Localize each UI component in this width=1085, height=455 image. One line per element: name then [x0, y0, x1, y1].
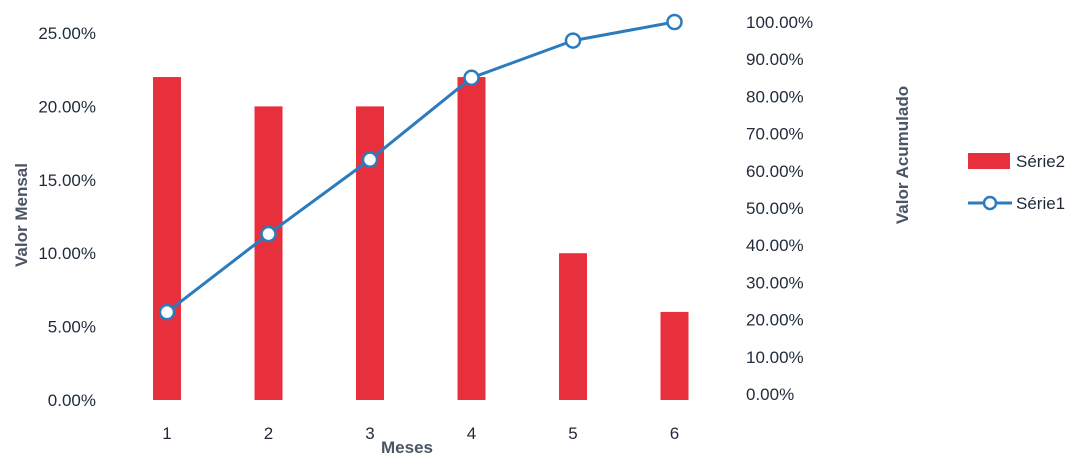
legend-label-serie1: Série1: [1016, 194, 1065, 213]
right-axis-ticks: 0.00% 10.00% 20.00% 30.00% 40.00% 50.00% 60.00…: [746, 13, 813, 404]
left-tick-label: 0.00%: [48, 391, 96, 410]
right-tick-label: 40.00%: [746, 236, 804, 255]
right-tick-label: 70.00%: [746, 125, 804, 144]
x-axis-title: Meses: [381, 438, 433, 455]
legend-item-serie1: Série1: [968, 194, 1065, 213]
legend: Série2 Série1: [968, 152, 1065, 213]
x-axis-ticks: 1 2 3 4 5 6: [162, 424, 679, 443]
bar: [254, 106, 283, 401]
right-tick-label: 100.00%: [746, 13, 813, 32]
line-point: [564, 32, 582, 49]
line-point: [463, 69, 480, 87]
bar: [153, 77, 181, 400]
legend-marker-serie1: [982, 195, 998, 211]
bar-series: [153, 77, 689, 401]
right-tick-label: 30.00%: [746, 273, 804, 292]
right-tick-label: 90.00%: [746, 50, 804, 69]
x-tick-label: 3: [365, 424, 374, 443]
left-tick-label: 15.00%: [38, 171, 96, 190]
legend-swatch-serie2: [968, 153, 1010, 169]
right-tick-label: 0.00%: [746, 385, 794, 404]
line-point: [158, 303, 176, 321]
bar: [660, 311, 689, 400]
left-tick-label: 25.00%: [38, 24, 96, 43]
series-line: [166, 20, 675, 314]
x-tick-label: 1: [162, 424, 171, 443]
right-tick-label: 10.00%: [746, 348, 804, 367]
bar: [457, 77, 486, 400]
line-series: [158, 13, 683, 321]
right-axis-title: Valor Acumulado: [893, 86, 912, 224]
left-tick-label: 20.00%: [38, 97, 96, 116]
left-tick-label: 10.00%: [38, 244, 96, 263]
right-tick-label: 60.00%: [746, 162, 804, 181]
x-tick-label: 4: [467, 424, 476, 443]
legend-item-serie2: Série2: [968, 152, 1065, 171]
left-axis-title: Valor Mensal: [12, 163, 31, 267]
left-axis-ticks: 0.00% 5.00% 10.00% 15.00% 20.00% 25.00%: [38, 24, 96, 410]
line-point: [361, 151, 379, 168]
left-tick-label: 5.00%: [48, 318, 96, 337]
right-tick-label: 50.00%: [746, 199, 804, 218]
line-point: [260, 225, 277, 243]
legend-label-serie2: Série2: [1016, 152, 1065, 171]
x-tick-label: 2: [264, 424, 273, 443]
line-point: [666, 13, 683, 31]
right-tick-label: 80.00%: [746, 87, 804, 106]
right-tick-label: 20.00%: [746, 311, 804, 330]
x-tick-label: 5: [568, 424, 577, 443]
x-tick-label: 6: [670, 424, 679, 443]
bar: [559, 253, 587, 400]
